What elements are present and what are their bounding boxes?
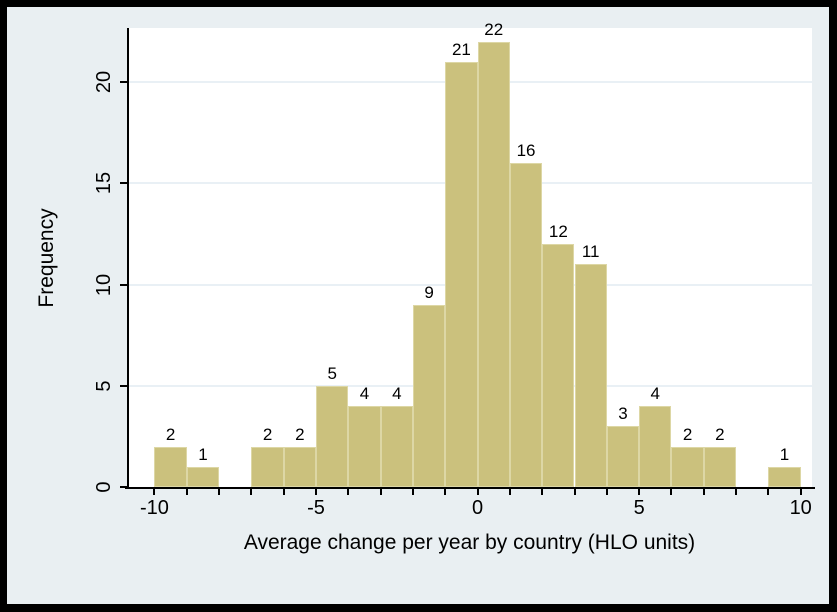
x-tick: [153, 489, 156, 495]
x-tick: [799, 489, 802, 495]
bar-count-label: 22: [484, 19, 504, 39]
bar-count-label: 9: [424, 282, 434, 302]
bar-count-label: 2: [682, 424, 693, 444]
x-tick-label: 0: [472, 497, 484, 519]
histogram-bar: [509, 163, 543, 487]
x-tick: [767, 489, 770, 495]
x-tick: [411, 489, 414, 495]
x-tick: [541, 489, 544, 495]
bar-count-label: 1: [198, 444, 208, 464]
x-tick-label: -10: [140, 497, 169, 519]
x-tick-label: 5: [633, 497, 645, 519]
x-tick: [185, 489, 188, 495]
y-axis-title: Frequency: [35, 207, 58, 308]
y-tick-label: 20: [93, 70, 115, 94]
histogram-bar: [251, 446, 284, 487]
histogram-bar: [574, 264, 607, 487]
x-tick: [702, 489, 705, 495]
histogram-bar: [186, 466, 220, 487]
histogram-bar: [477, 41, 510, 487]
y-axis-line: [127, 28, 129, 489]
x-tick: [379, 489, 382, 495]
x-tick: [218, 489, 221, 495]
y-tick-label: 0: [93, 481, 115, 493]
bar-count-label: 2: [295, 424, 305, 444]
x-tick: [638, 489, 641, 495]
x-tick: [282, 489, 285, 495]
bar-count-label: 11: [581, 242, 600, 262]
x-tick: [347, 489, 350, 495]
bar-count-label: 12: [548, 222, 568, 242]
bar-count-label: 5: [327, 363, 337, 383]
histogram-bar: [542, 244, 575, 487]
x-axis-line: [125, 487, 815, 489]
bar-count-label: 3: [618, 404, 628, 424]
y-tick: [120, 384, 127, 387]
bar-count-label: 4: [392, 384, 402, 403]
bar-count-label: 1: [779, 444, 790, 464]
x-tick: [508, 489, 511, 495]
histogram-bar: [606, 426, 640, 487]
histogram-bar: [768, 466, 801, 487]
histogram-bar: [671, 446, 704, 487]
bar-count-label: 2: [165, 424, 176, 444]
x-axis-title: Average change per year by country (HLO …: [243, 531, 696, 554]
histogram-bar: [283, 446, 316, 487]
y-tick-label: 10: [93, 273, 115, 296]
bar-count-label: 4: [650, 384, 661, 403]
histogram-bar: [639, 406, 672, 487]
x-tick: [670, 489, 673, 495]
y-tick: [120, 81, 127, 84]
y-tick: [120, 283, 127, 286]
bar-count-label: 16: [516, 141, 536, 161]
x-tick: [735, 489, 738, 495]
x-tick: [476, 489, 479, 495]
x-tick: [315, 489, 318, 495]
bar-count-label: 2: [715, 424, 725, 444]
bar-count-label: 2: [262, 424, 273, 444]
x-tick: [444, 489, 447, 495]
histogram-bar: [380, 406, 413, 487]
y-tick: [120, 486, 127, 488]
bar-count-label: 4: [359, 384, 370, 403]
histogram-bar: [703, 446, 737, 487]
histogram-bar: [412, 304, 446, 487]
histogram-bar: [348, 406, 381, 487]
histogram-bar: [154, 446, 187, 487]
bar-count-label: 21: [451, 39, 471, 59]
y-tick-label: 5: [93, 380, 115, 392]
y-tick: [120, 182, 127, 185]
x-tick-label: 10: [789, 497, 812, 519]
x-tick: [573, 489, 576, 495]
figure-background: 2 1 2 2 5 4 4 9 21 22 16 12 11 3 4 2 2 1 -10 -5 0 5 10 0 5 10 15 2…: [7, 7, 829, 604]
x-tick-label: -5: [307, 497, 325, 519]
x-tick: [250, 489, 253, 495]
histogram-bar: [445, 61, 478, 487]
histogram-bar: [316, 385, 349, 487]
x-tick: [605, 489, 608, 495]
y-tick-label: 15: [93, 172, 115, 195]
